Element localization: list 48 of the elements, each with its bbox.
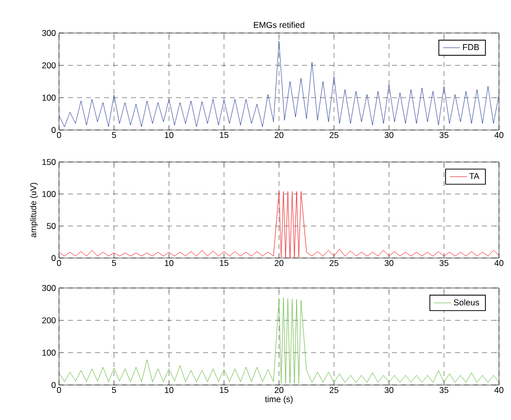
y-tick-label: 300 xyxy=(42,284,56,291)
x-axis-title: time (s) xyxy=(264,396,293,404)
y-tick-label: 200 xyxy=(42,317,56,324)
line-series xyxy=(59,40,499,128)
y-tick-label: 100 xyxy=(42,190,56,197)
y-tick-label: 50 xyxy=(46,222,56,229)
y-tick-label: 100 xyxy=(42,350,56,356)
x-tick-label: 0 xyxy=(56,132,62,138)
x-tick-label: 30 xyxy=(384,132,394,138)
x-tick-label: 35 xyxy=(440,132,448,138)
x-tick-label: 20 xyxy=(274,260,284,266)
legend-label: Soleus xyxy=(454,299,480,306)
x-tick-label: 25 xyxy=(330,387,338,394)
x-tick-label: 40 xyxy=(494,260,504,266)
x-tick-label: 10 xyxy=(164,260,174,266)
x-tick-label: 5 xyxy=(112,387,116,393)
legend-label: FDB xyxy=(463,44,479,50)
x-tick-label: 25 xyxy=(330,260,338,266)
legend-label: TA xyxy=(469,173,480,179)
y-tick-label: 300 xyxy=(42,30,56,36)
y-tick-label: 150 xyxy=(42,158,56,165)
x-tick-label: 35 xyxy=(440,260,448,266)
x-tick-label: 30 xyxy=(384,387,394,394)
x-tick-label: 5 xyxy=(112,260,116,266)
y-tick-label: 100 xyxy=(42,94,56,101)
y-tick-label: 0 xyxy=(52,126,56,133)
line-series xyxy=(59,297,499,384)
y-axis-title: amplitude (uV) xyxy=(30,182,38,238)
y-tick-label: 0 xyxy=(52,382,56,388)
x-tick-label: 0 xyxy=(56,387,62,394)
y-tick-label: 0 xyxy=(52,254,56,261)
x-tick-label: 0 xyxy=(56,260,62,266)
x-tick-label: 35 xyxy=(440,387,448,394)
x-tick-label: 40 xyxy=(494,132,504,138)
x-tick-label: 10 xyxy=(164,132,174,138)
x-tick-label: 5 xyxy=(112,132,116,138)
x-tick-label: 25 xyxy=(330,132,338,138)
x-tick-label: 40 xyxy=(494,387,504,394)
line-series xyxy=(59,191,499,258)
x-tick-label: 15 xyxy=(220,387,228,393)
y-tick-label: 200 xyxy=(42,62,56,68)
x-tick-label: 15 xyxy=(220,260,228,266)
x-tick-label: 20 xyxy=(274,132,284,138)
chart-title: EMGs retified xyxy=(254,22,304,28)
x-tick-label: 30 xyxy=(384,260,394,266)
x-tick-label: 15 xyxy=(220,132,228,138)
x-tick-label: 20 xyxy=(274,387,284,394)
x-tick-label: 10 xyxy=(164,387,174,394)
